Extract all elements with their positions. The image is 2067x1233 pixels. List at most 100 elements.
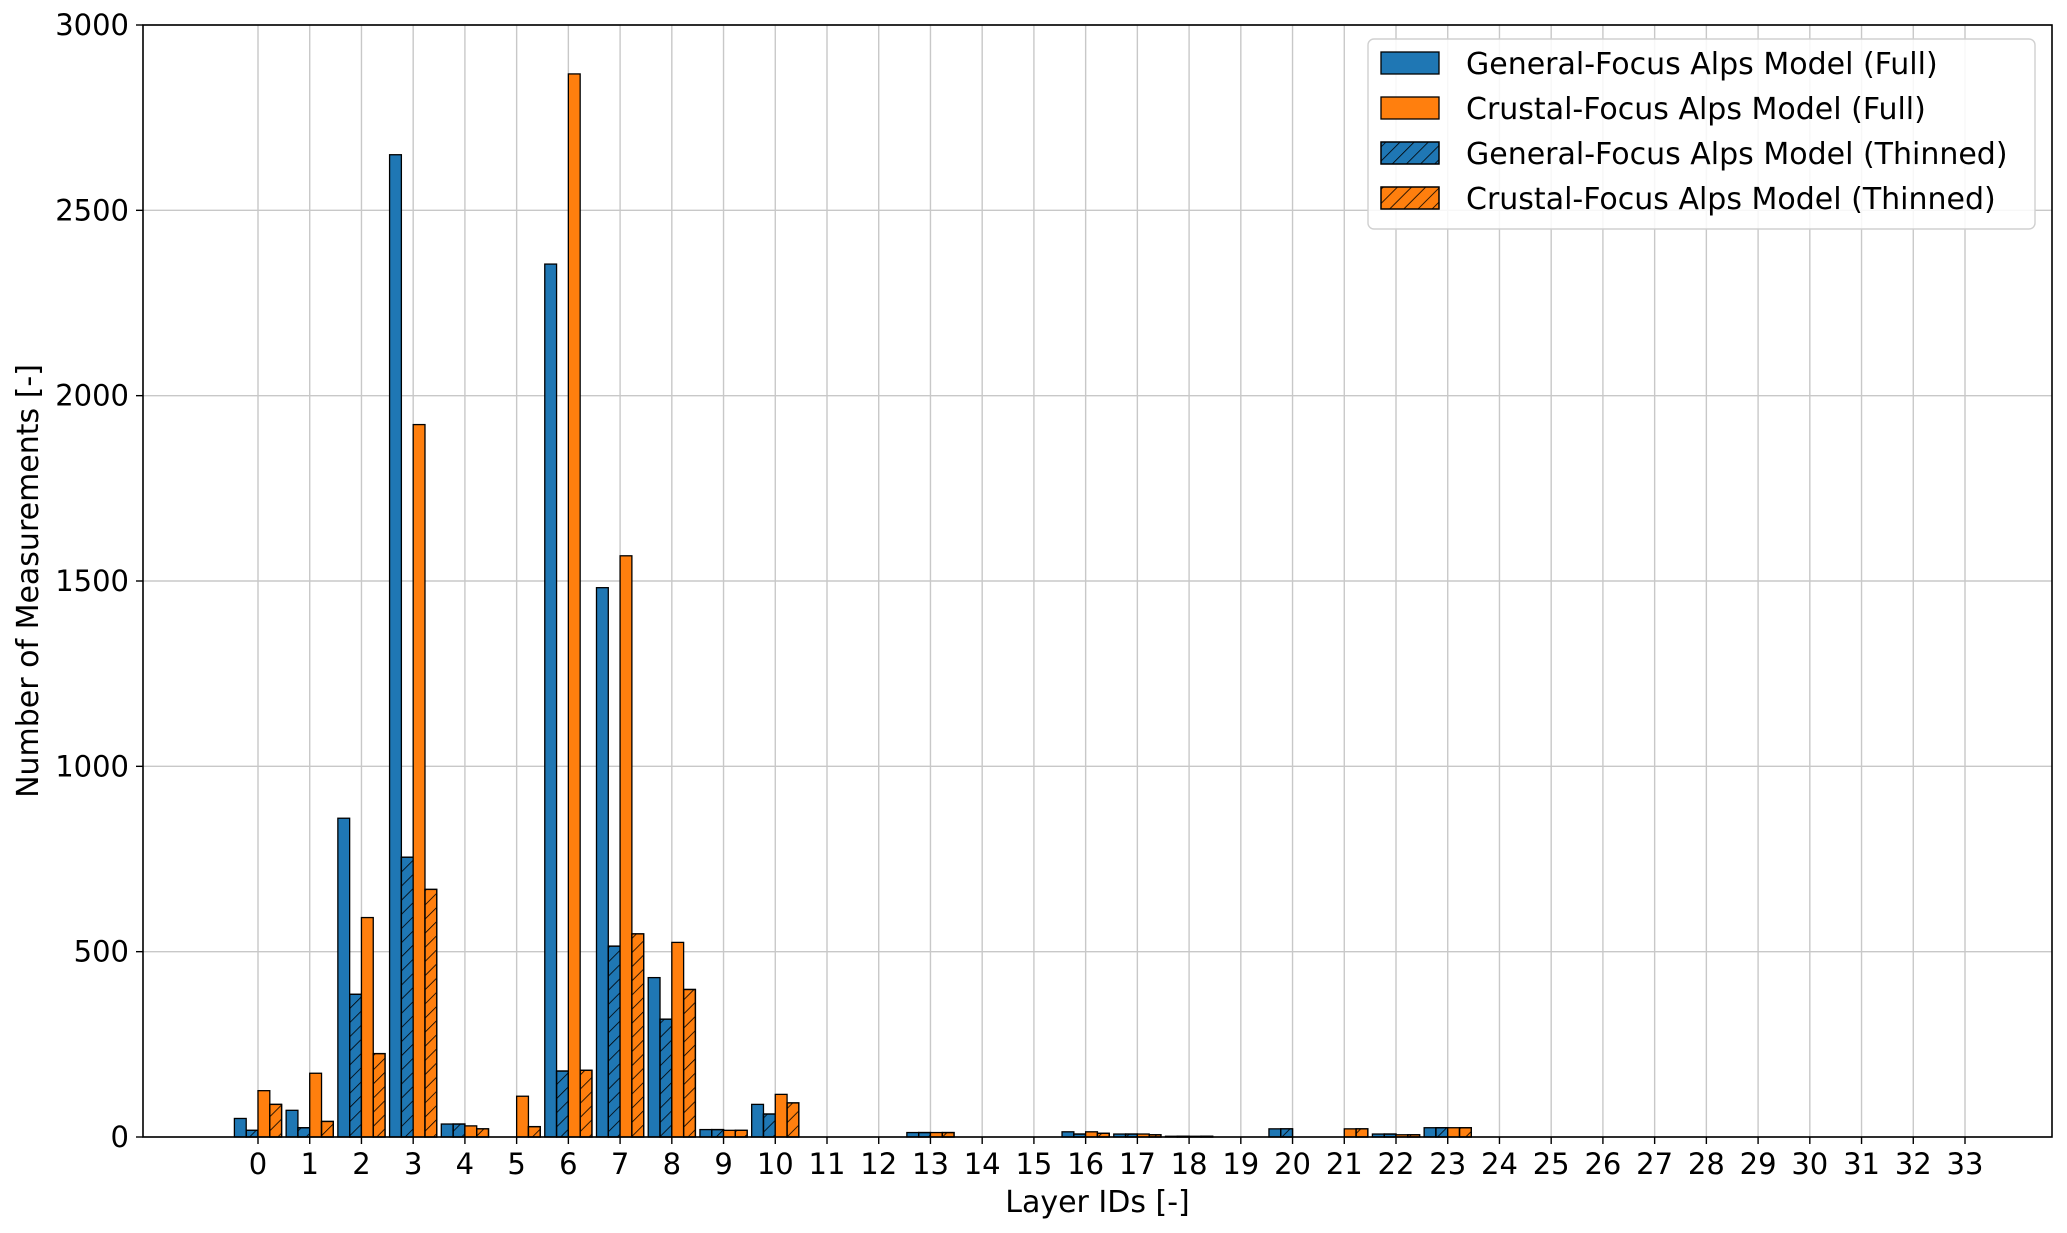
y-axis-label: Number of Measurements [-] (11, 364, 46, 798)
bar-full-crustal-2 (360, 916, 374, 1138)
bar-thinned-general-6 (555, 1070, 570, 1138)
y-tick-label-2000: 2000 (55, 379, 129, 413)
legend-swatch (1380, 51, 1440, 75)
x-tick-label-22: 22 (1378, 1147, 1415, 1181)
y-tick-label-1000: 1000 (55, 749, 129, 783)
x-tick-label-31: 31 (1843, 1147, 1880, 1181)
x-tick-label-33: 33 (1947, 1147, 1984, 1181)
bar-thinned-crustal-5 (527, 1125, 541, 1138)
bar-full-general-6 (544, 263, 558, 1138)
bar-thinned-general-4 (452, 1123, 466, 1138)
bar-full-crustal-4 (464, 1125, 478, 1138)
legend: General-Focus Alps Model (Full) Crustal-F… (1367, 38, 2036, 230)
x-tick-label-26: 26 (1584, 1147, 1621, 1181)
bar-series (233, 73, 1472, 1138)
y-tick-label-0: 0 (111, 1120, 129, 1154)
bar-thinned-general-10 (762, 1113, 776, 1138)
bar-thinned-crustal-7 (631, 933, 645, 1138)
y-tick-label-1500: 1500 (55, 564, 129, 598)
bar-thinned-crustal-3 (424, 888, 438, 1138)
legend-label: General-Focus Alps Model (Full) (1466, 47, 1938, 82)
y-tick-label-2500: 2500 (55, 193, 129, 227)
x-axis-label: Layer IDs [-] (1005, 1185, 1190, 1220)
bar-full-crustal-9 (722, 1129, 736, 1138)
bar-full-crustal-6 (567, 73, 581, 1138)
bar-thinned-crustal-21 (1355, 1128, 1369, 1138)
x-tick-label-2: 2 (352, 1147, 370, 1181)
bar-full-general-23 (1423, 1127, 1437, 1138)
bar-full-general-1 (285, 1109, 299, 1138)
x-tick-label-24: 24 (1481, 1147, 1518, 1181)
x-tick-label-12: 12 (860, 1147, 897, 1181)
x-tick-label-8: 8 (663, 1147, 681, 1181)
x-tick-label-0: 0 (249, 1147, 267, 1181)
bar-full-general-7 (595, 587, 609, 1138)
bar-thinned-crustal-0 (269, 1103, 283, 1138)
legend-label: General-Focus Alps Model (Thinned) (1466, 137, 2008, 172)
x-tick-label-20: 20 (1274, 1147, 1311, 1181)
bar-thinned-general-7 (607, 945, 621, 1138)
x-tick-label-25: 25 (1533, 1147, 1570, 1181)
bar-full-general-10 (751, 1103, 765, 1138)
x-tick-label-4: 4 (456, 1147, 474, 1181)
bar-full-crustal-10 (774, 1093, 788, 1138)
axis-ticks: 0 1 2 3 4 5 6 7 8 9 10 11 12 13 14 15 16 17 18 19 20 21 22 23 24… (55, 8, 1983, 1181)
bar-full-general-20 (1268, 1128, 1282, 1138)
bar-full-crustal-21 (1343, 1128, 1357, 1138)
x-tick-label-18: 18 (1171, 1147, 1208, 1181)
x-tick-label-30: 30 (1791, 1147, 1828, 1181)
y-tick-label-500: 500 (74, 935, 129, 969)
bar-full-crustal-0 (257, 1090, 271, 1138)
bar-thinned-crustal-6 (579, 1069, 593, 1138)
bar-thinned-general-8 (659, 1018, 673, 1138)
legend-label: Crustal-Focus Alps Model (Thinned) (1466, 182, 1996, 217)
x-tick-label-13: 13 (912, 1147, 949, 1181)
bar-full-general-0 (233, 1117, 247, 1138)
bar-thinned-crustal-23 (1458, 1127, 1472, 1138)
bar-thinned-general-9 (711, 1128, 725, 1138)
bar-full-general-3 (388, 154, 403, 1138)
x-tick-label-23: 23 (1429, 1147, 1466, 1181)
x-tick-label-5: 5 (507, 1147, 525, 1181)
bar-full-crustal-3 (412, 423, 426, 1138)
x-tick-label-28: 28 (1688, 1147, 1725, 1181)
x-tick-label-21: 21 (1326, 1147, 1363, 1181)
x-tick-label-17: 17 (1119, 1147, 1156, 1181)
x-tick-label-3: 3 (404, 1147, 422, 1181)
bar-thinned-general-2 (349, 993, 363, 1138)
x-tick-label-11: 11 (809, 1147, 846, 1181)
x-tick-label-19: 19 (1222, 1147, 1259, 1181)
legend-item: Crustal-Focus Alps Model (Full) (1380, 92, 1926, 127)
bar-full-crustal-1 (309, 1072, 323, 1138)
x-tick-label-32: 32 (1895, 1147, 1932, 1181)
bar-full-crustal-8 (671, 941, 685, 1138)
x-tick-label-14: 14 (964, 1147, 1001, 1181)
bar-thinned-crustal-1 (320, 1120, 334, 1138)
bar-thinned-crustal-2 (372, 1052, 386, 1138)
bar-thinned-general-0 (245, 1129, 259, 1138)
bar-thinned-crustal-4 (476, 1128, 490, 1138)
bar-full-crustal-7 (619, 555, 633, 1138)
x-tick-label-6: 6 (559, 1147, 577, 1181)
x-tick-label-15: 15 (1015, 1147, 1052, 1181)
bar-full-crustal-5 (515, 1095, 530, 1138)
x-tick-label-16: 16 (1067, 1147, 1104, 1181)
x-tick-label-9: 9 (714, 1147, 732, 1181)
legend-swatch (1380, 96, 1440, 120)
bar-thinned-general-3 (400, 856, 414, 1138)
x-tick-label-27: 27 (1636, 1147, 1673, 1181)
y-tick-label-3000: 3000 (55, 8, 129, 42)
bar-thinned-crustal-10 (786, 1102, 800, 1138)
x-tick-label-10: 10 (757, 1147, 794, 1181)
bar-full-crustal-23 (1447, 1127, 1461, 1138)
bar-thinned-general-20 (1280, 1128, 1294, 1138)
bar-thinned-crustal-9 (734, 1129, 748, 1138)
legend-item: Crustal-Focus Alps Model (Thinned) (1380, 182, 1996, 217)
x-tick-label-29: 29 (1740, 1147, 1777, 1181)
bar-full-general-4 (440, 1123, 454, 1138)
legend-item: General-Focus Alps Model (Thinned) (1380, 137, 2008, 172)
legend-label: Crustal-Focus Alps Model (Full) (1466, 92, 1926, 127)
bar-thinned-crustal-8 (682, 988, 697, 1138)
x-tick-label-7: 7 (611, 1147, 629, 1181)
bar-full-general-9 (699, 1128, 713, 1138)
